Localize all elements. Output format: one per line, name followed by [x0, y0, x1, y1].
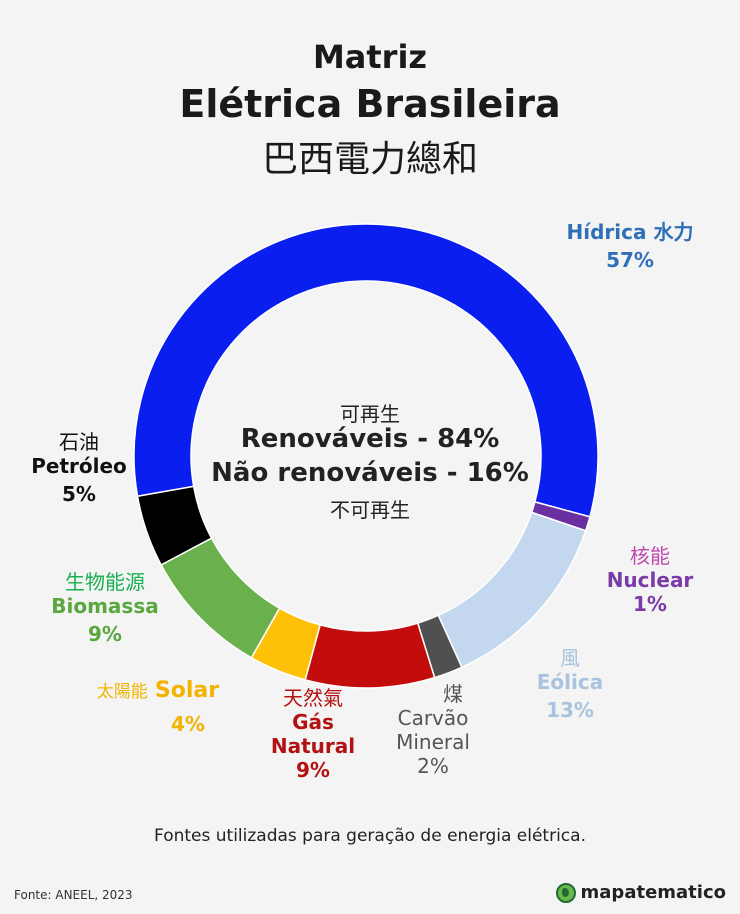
label-carvao: 煤 Carvão Mineral 2%	[378, 682, 488, 778]
label-hidrica-name: Hídrica 水力	[566, 220, 694, 244]
brand-logo: mapatematico	[555, 882, 726, 903]
label-hidrica-pct: 57%	[606, 248, 654, 272]
title-line-1: Matriz	[312, 38, 428, 76]
title-line-3: 巴西電力總和	[261, 139, 478, 180]
center-zh-renewable: 可再生	[340, 402, 400, 426]
source-note: Fonte: ANEEL, 2023	[14, 888, 133, 902]
globe-icon	[555, 882, 576, 903]
center-zh-non-renewable: 不可再生	[330, 498, 410, 522]
label-solar: 太陽能 Solar 4%	[78, 678, 238, 736]
slice-eolica	[437, 511, 587, 669]
label-gas-name1: Gás	[292, 710, 334, 734]
label-petroleo-zh: 石油	[59, 430, 99, 454]
label-petroleo-name: Petróleo	[31, 454, 127, 478]
brand-name: mapatematico	[580, 882, 726, 903]
label-biomassa-pct: 9%	[88, 622, 122, 646]
label-carvao-name1: Carvão	[397, 706, 469, 730]
label-nuclear-pct: 1%	[633, 592, 667, 616]
label-hidrica: Hídrica 水力 57%	[555, 220, 705, 272]
label-carvao-name2: Mineral	[396, 730, 470, 754]
label-petroleo: 石油 Petróleo 5%	[24, 430, 134, 506]
label-biomassa-name: Biomassa	[51, 594, 159, 618]
label-nuclear-zh: 核能	[630, 544, 670, 568]
label-solar-pct: 4%	[171, 712, 205, 737]
slice-petroleo	[136, 485, 213, 566]
label-eolica-name: Eólica	[536, 670, 604, 694]
center-non-renewable: Não renováveis - 16%	[211, 458, 529, 488]
label-carvao-zh: 煤	[443, 682, 463, 706]
label-solar-name: Solar	[154, 678, 220, 703]
label-solar-zh: 太陽能	[96, 682, 148, 702]
label-carvao-pct: 2%	[417, 754, 449, 778]
label-eolica-pct: 13%	[546, 698, 594, 722]
label-nuclear: 核能 Nuclear 1%	[600, 544, 700, 616]
label-eolica-zh: 風	[560, 646, 580, 670]
center-renewable: Renováveis - 84%	[240, 424, 500, 454]
title-line-2: Elétrica Brasileira	[179, 82, 561, 126]
label-gas-name2: Natural	[270, 734, 356, 758]
label-nuclear-name: Nuclear	[606, 568, 694, 592]
label-gas-pct: 9%	[296, 758, 330, 782]
label-biomassa-zh: 生物能源	[65, 570, 145, 594]
slice-hidrica	[133, 223, 599, 518]
label-petroleo-pct: 5%	[62, 482, 96, 506]
label-gas-zh: 天然氣	[283, 686, 343, 710]
footer-description: Fontes utilizadas para geração de energi…	[154, 826, 586, 846]
label-gas: 天然氣 Gás Natural 9%	[258, 686, 368, 782]
label-eolica: 風 Eólica 13%	[520, 646, 620, 722]
slice-gas-natural	[304, 622, 436, 689]
label-biomassa: 生物能源 Biomassa 9%	[40, 570, 170, 646]
